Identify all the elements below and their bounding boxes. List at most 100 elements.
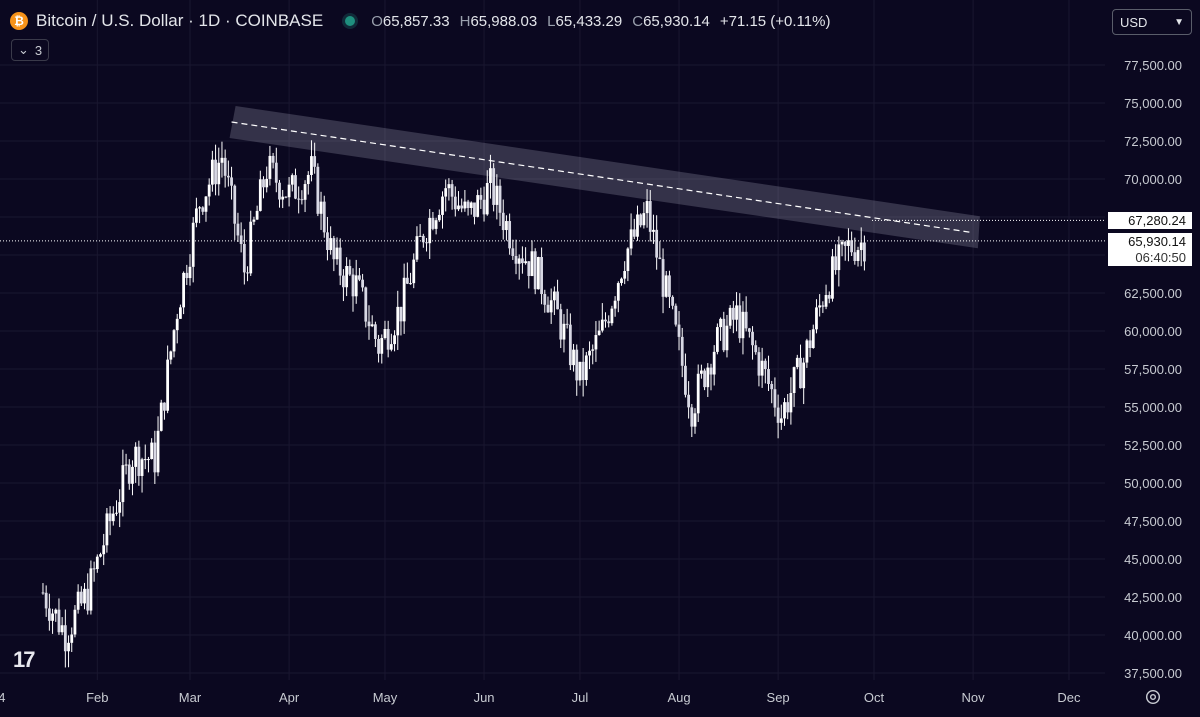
candle-body xyxy=(664,275,668,297)
candle-body xyxy=(575,349,579,381)
ohlc-values: O65,857.33 H65,988.03 L65,433.29 C65,930… xyxy=(371,13,830,30)
candle-body xyxy=(600,319,604,331)
candle-body xyxy=(607,321,611,324)
candle-body xyxy=(364,287,368,322)
price-tick-label: 62,500.00 xyxy=(1124,286,1182,301)
candle-body xyxy=(338,247,342,276)
candle-body xyxy=(850,240,854,253)
candle-body xyxy=(265,178,269,188)
candle-body xyxy=(191,222,195,267)
candle-body xyxy=(268,155,272,179)
candle-body xyxy=(255,210,259,220)
trend-channel xyxy=(229,106,980,249)
price-tick-label: 75,000.00 xyxy=(1124,96,1182,111)
candle-body xyxy=(632,229,636,237)
candle-body xyxy=(751,331,754,346)
candle-body xyxy=(514,255,518,264)
tradingview-logo-icon[interactable]: 17 xyxy=(13,647,36,672)
candle-body xyxy=(652,229,655,232)
time-tick-label: Dec xyxy=(1057,690,1081,705)
candle-body xyxy=(421,235,425,243)
candle-body xyxy=(856,250,860,261)
candle-body xyxy=(562,323,566,340)
candle-body xyxy=(262,179,265,188)
candle-body xyxy=(179,307,182,319)
candle-body xyxy=(108,513,112,522)
candle-body xyxy=(613,300,617,309)
candle-body xyxy=(476,195,480,217)
candle-body xyxy=(402,277,406,322)
candle-body xyxy=(687,394,691,408)
candle-body xyxy=(425,242,428,244)
candle-body xyxy=(648,201,652,232)
indicators-toggle-button[interactable]: ⌄ 3 xyxy=(11,39,50,61)
candle-body xyxy=(808,340,812,348)
candle-body xyxy=(495,185,499,205)
candle-body xyxy=(99,554,102,557)
candle-body xyxy=(127,464,131,484)
market-status-icon[interactable] xyxy=(345,16,356,26)
candle-body xyxy=(533,251,537,290)
candle-body xyxy=(831,256,834,299)
candle-body xyxy=(185,272,189,279)
candle-body xyxy=(815,307,818,330)
low-value: 65,433.29 xyxy=(555,12,623,30)
symbol-title[interactable]: Bitcoin / U.S. Dollar · 1D · COINBASE xyxy=(36,11,324,30)
candle-body xyxy=(153,442,157,473)
candle-body xyxy=(223,157,227,176)
candle-body xyxy=(572,349,575,366)
candle-body xyxy=(763,360,767,370)
candle-body xyxy=(342,275,345,288)
candle-body xyxy=(361,279,364,288)
candle-body xyxy=(41,592,45,594)
price-tick-label: 52,500.00 xyxy=(1124,438,1182,453)
candle-body xyxy=(642,213,646,226)
candle-body xyxy=(655,229,659,258)
candle-body xyxy=(805,340,809,363)
candle-body xyxy=(358,275,361,280)
candle-body xyxy=(597,330,601,336)
candle-body xyxy=(847,240,850,246)
settings-gear-icon[interactable] xyxy=(1144,688,1162,706)
candle-body xyxy=(131,466,134,484)
time-tick-label: May xyxy=(373,690,398,705)
candle-body xyxy=(680,336,684,366)
candle-body xyxy=(242,244,246,273)
candle-body xyxy=(789,392,793,413)
candle-body xyxy=(747,328,751,332)
candle-body xyxy=(118,502,122,513)
candle-body xyxy=(297,198,301,200)
time-tick-label: Jun xyxy=(474,690,495,705)
candle-body xyxy=(469,202,473,208)
candle-body xyxy=(271,155,275,163)
candle-body xyxy=(121,465,125,503)
candle-body xyxy=(95,556,99,570)
candle-body xyxy=(818,305,822,308)
price-tick-label: 45,000.00 xyxy=(1124,552,1182,567)
candle-body xyxy=(198,207,201,209)
price-tick-label: 60,000.00 xyxy=(1124,324,1182,339)
candle-body xyxy=(89,568,93,611)
candle-body xyxy=(47,608,51,621)
candle-body xyxy=(83,588,86,604)
candle-body xyxy=(722,318,726,351)
candle-body xyxy=(639,214,643,226)
candle-body xyxy=(709,367,713,375)
change-value: +71.15 (+0.11%) xyxy=(719,12,831,30)
candle-body xyxy=(776,407,780,423)
candle-body xyxy=(156,430,160,473)
currency-select[interactable]: USD ▼ xyxy=(1112,9,1192,35)
currency-value: USD xyxy=(1120,14,1148,30)
candle-body xyxy=(588,350,591,356)
candle-body xyxy=(770,383,774,390)
close-value: 65,930.14 xyxy=(643,12,710,30)
candle-body xyxy=(310,156,313,175)
candle-body xyxy=(303,184,307,200)
candle-body xyxy=(278,182,281,200)
candle-body xyxy=(115,512,118,514)
candle-body xyxy=(393,335,396,345)
candle-body xyxy=(252,219,256,222)
candle-body xyxy=(306,174,310,185)
candle-body xyxy=(540,257,543,295)
